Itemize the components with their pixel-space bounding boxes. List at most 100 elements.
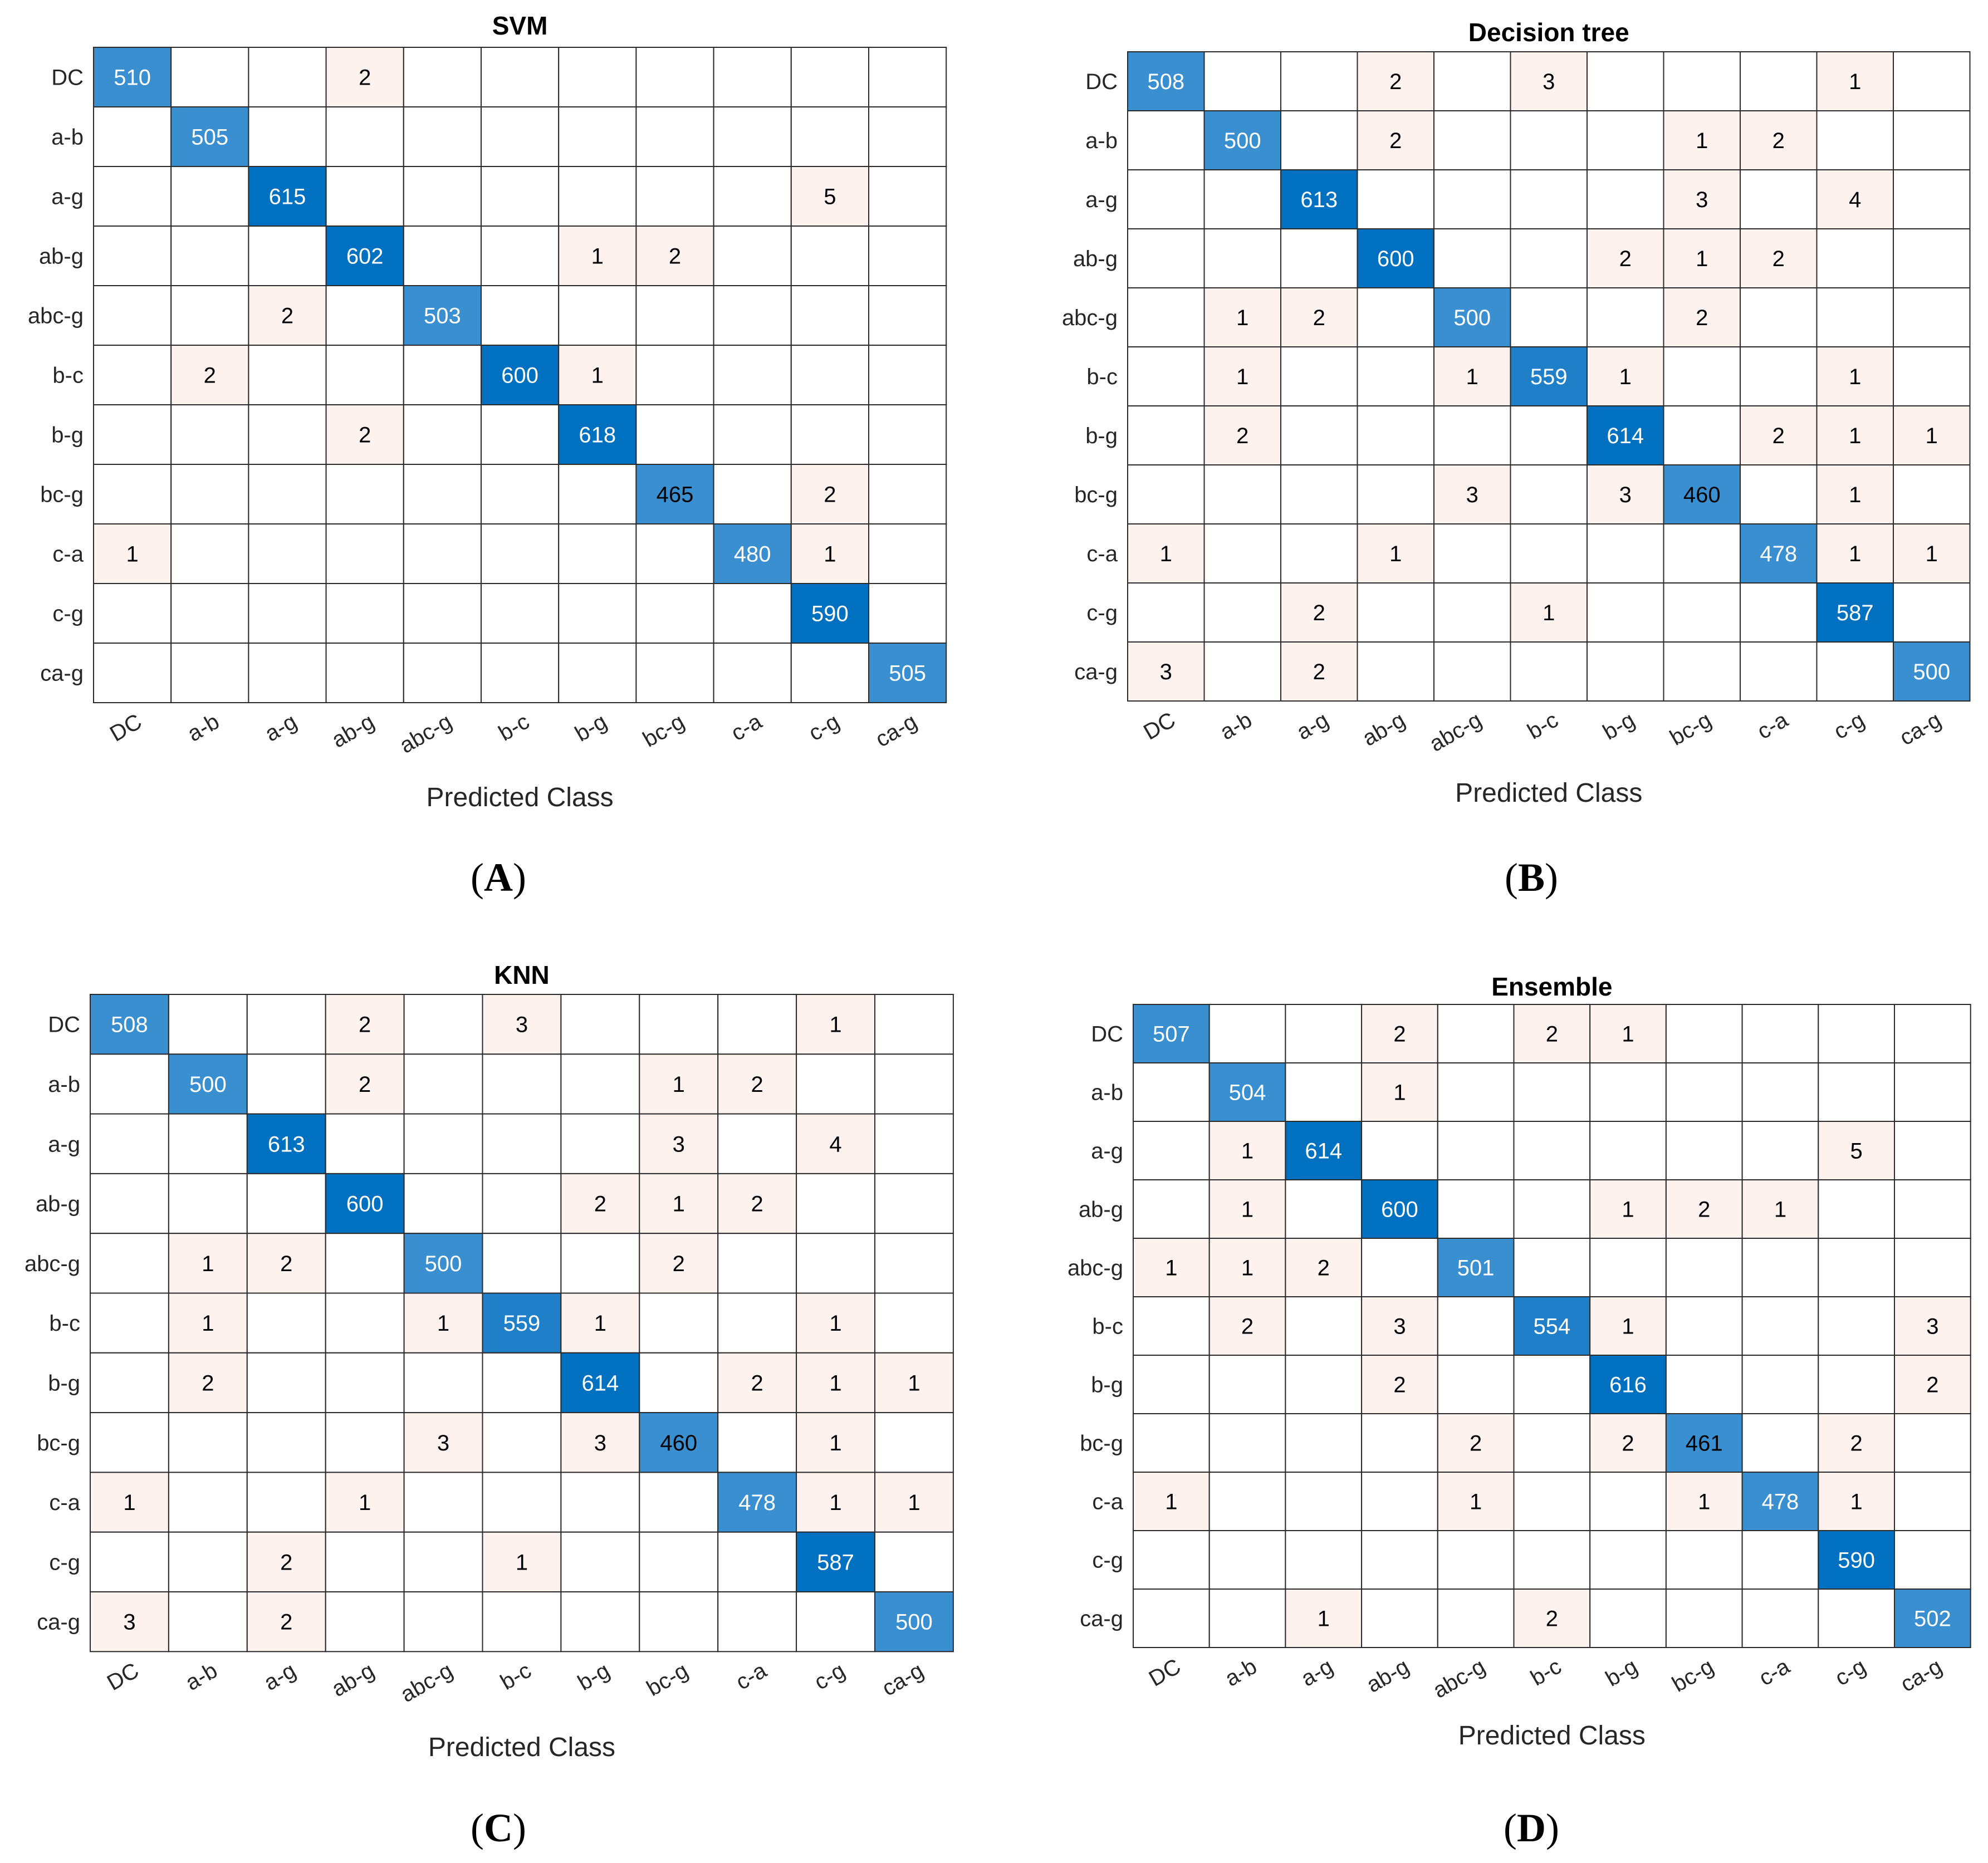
matrix-cell (868, 345, 947, 405)
matrix-cell (1280, 51, 1358, 111)
offdiagonal-count-label: 1 (1850, 1490, 1863, 1514)
matrix-cell (796, 1591, 875, 1653)
matrix-cell (93, 106, 172, 167)
matrix-cell (168, 1531, 248, 1592)
offdiagonal-count-label: 1 (1698, 1490, 1710, 1514)
matrix-cell (717, 1412, 797, 1473)
matrix-cell (1893, 287, 1971, 347)
matrix-cell (713, 643, 792, 703)
offdiagonal-count-label: 3 (594, 1431, 606, 1455)
offdiagonal-count-label: 2 (824, 483, 836, 507)
matrix-cell (868, 643, 947, 703)
diagonal-count-label: 508 (111, 1013, 148, 1037)
matrix-cell (1510, 464, 1588, 524)
matrix-cell (170, 47, 249, 107)
offdiagonal-count-label: 1 (1470, 1490, 1482, 1514)
x-axis-label: Predicted Class (1458, 1721, 1646, 1751)
matrix-cell (481, 583, 560, 644)
diagonal-count-label: 508 (1147, 70, 1184, 94)
matrix-cell (790, 583, 870, 644)
matrix-cell (1816, 641, 1894, 702)
matrix-cell (796, 994, 875, 1055)
matrix-cell (713, 345, 792, 405)
matrix-cell (1740, 51, 1818, 111)
matrix-cell (639, 1113, 719, 1174)
matrix-cell (1127, 405, 1205, 465)
matrix-cell (1589, 1179, 1667, 1239)
x-tick-label: c-a (732, 1658, 771, 1695)
x-tick-label: ab-g (327, 709, 378, 753)
matrix-cell (93, 47, 172, 107)
x-tick-label: a-b (183, 709, 223, 747)
y-tick-label: abc-g (25, 1252, 80, 1276)
diagonal-count-label: 500 (1224, 129, 1261, 153)
x-tick-label: DC (106, 709, 146, 747)
matrix-cell (403, 583, 482, 644)
offdiagonal-count-label: 1 (829, 1431, 841, 1455)
matrix-cell (1818, 1179, 1896, 1239)
matrix-cell (403, 994, 483, 1055)
x-axis-label: Predicted Class (428, 1733, 615, 1762)
matrix-cell (90, 1173, 169, 1234)
diagonal-count-label: 480 (734, 542, 771, 567)
matrix-cell (1589, 1530, 1667, 1590)
matrix-cell (168, 1352, 248, 1414)
matrix-cell (1589, 1296, 1667, 1356)
diagonal-count-label: 505 (191, 125, 228, 150)
diagonal-count-label: 602 (346, 244, 384, 269)
offdiagonal-count-label: 2 (280, 1252, 292, 1276)
matrix-cell (1280, 228, 1358, 288)
matrix-cell (1285, 1472, 1363, 1531)
matrix-cell (635, 345, 714, 405)
diagonal-count-label: 500 (1453, 306, 1491, 330)
offdiagonal-count-label: 2 (1772, 424, 1785, 448)
matrix-cell (482, 1113, 562, 1174)
matrix-cell (1663, 51, 1741, 111)
matrix-cell (1437, 1589, 1515, 1648)
matrix-cell (325, 1292, 405, 1354)
matrix-cell (1513, 1530, 1591, 1590)
matrix-cell (1127, 110, 1205, 170)
matrix-cell (1818, 1589, 1896, 1648)
matrix-cell (1818, 1004, 1896, 1063)
matrix-cell (1361, 1296, 1438, 1356)
y-tick-label: ab-g (39, 244, 84, 269)
diagonal-count-label: 590 (811, 602, 849, 626)
x-tick-label: c-a (1755, 1654, 1794, 1690)
matrix-cell (1587, 523, 1664, 584)
y-tick-label: ab-g (1079, 1198, 1123, 1222)
matrix-cell (560, 1591, 640, 1653)
x-tick-label: DC (1145, 1654, 1185, 1692)
matrix-cell (1665, 1179, 1743, 1239)
diagonal-count-label: 616 (1609, 1373, 1647, 1398)
matrix-cell (168, 1591, 248, 1653)
matrix-cell (90, 1053, 169, 1115)
y-tick-label: c-a (1086, 542, 1118, 566)
y-tick-label: a-b (48, 1072, 80, 1097)
offdiagonal-count-label: 2 (673, 1252, 685, 1276)
diagonal-count-label: 559 (503, 1311, 541, 1336)
diagonal-count-label: 478 (1762, 1490, 1799, 1514)
matrix-cell (717, 1173, 797, 1234)
matrix-cell (1893, 228, 1971, 288)
offdiagonal-count-label: 1 (673, 1192, 685, 1217)
matrix-cell (325, 1233, 405, 1294)
matrix-cell (635, 166, 714, 227)
matrix-cell (90, 1412, 169, 1473)
diagonal-count-label: 478 (738, 1491, 776, 1515)
matrix-cell (713, 404, 792, 465)
x-tick-label: a-b (182, 1658, 222, 1695)
diagonal-count-label: 501 (1457, 1256, 1495, 1281)
matrix-cell (93, 345, 172, 405)
matrix-cell (796, 1531, 875, 1592)
matrix-cell (1665, 1472, 1743, 1531)
offdiagonal-count-label: 1 (1926, 542, 1938, 566)
matrix-cell (1133, 1413, 1210, 1473)
diagonal-count-label: 587 (1837, 601, 1874, 625)
matrix-cell (717, 1531, 797, 1592)
diagonal-count-label: 460 (660, 1431, 697, 1455)
matrix-cell (635, 404, 714, 465)
offdiagonal-count-label: 1 (1543, 601, 1555, 625)
offdiagonal-count-label: 1 (202, 1311, 214, 1336)
matrix-cell (1127, 641, 1205, 702)
